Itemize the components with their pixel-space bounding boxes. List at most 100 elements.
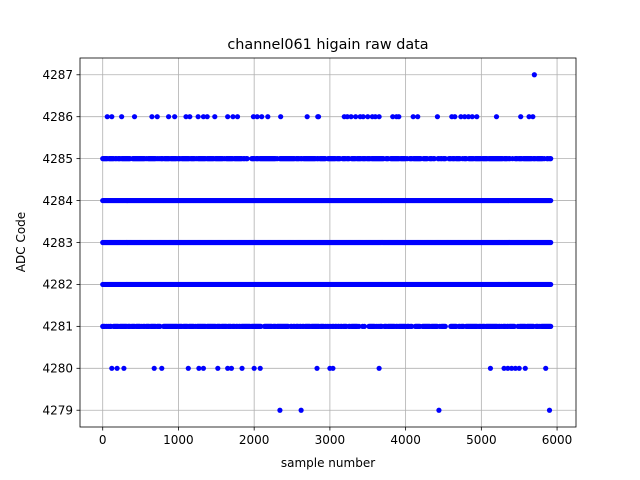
data-point	[109, 114, 115, 120]
data-point	[548, 281, 554, 288]
data-point	[114, 365, 120, 371]
data-point	[258, 323, 264, 329]
y-axis-label: ADC Code	[14, 212, 28, 272]
data-point	[104, 114, 110, 120]
data-point	[348, 114, 354, 120]
y-tick-label: 4284	[42, 194, 73, 208]
data-point	[543, 365, 549, 371]
y-tick-label: 4283	[42, 236, 73, 250]
data-point	[526, 114, 532, 120]
data-point	[225, 365, 231, 371]
x-tick-label: 2000	[239, 433, 270, 447]
data-point	[204, 114, 210, 120]
data-point	[212, 114, 218, 120]
x-tick-label: 3000	[315, 433, 346, 447]
data-point	[200, 365, 207, 371]
y-tick-label: 4286	[42, 110, 73, 124]
y-tick-label: 4280	[42, 362, 73, 376]
data-point	[442, 323, 448, 329]
x-tick-label: 0	[99, 433, 107, 447]
data-point	[531, 72, 537, 78]
data-point	[442, 156, 448, 162]
data-point	[356, 323, 362, 329]
data-point	[172, 114, 178, 120]
data-point	[518, 114, 524, 120]
data-point	[530, 114, 536, 120]
data-point	[390, 114, 396, 120]
data-point	[512, 365, 519, 371]
x-tick-label: 6000	[542, 433, 573, 447]
data-point	[344, 114, 350, 120]
data-point	[493, 114, 500, 120]
data-point	[250, 114, 257, 120]
data-point	[304, 114, 310, 120]
data-point	[372, 114, 378, 120]
data-point	[239, 365, 245, 371]
data-point	[121, 365, 127, 371]
data-point	[195, 114, 201, 120]
data-point	[546, 407, 553, 413]
data-point	[257, 365, 263, 371]
data-point	[548, 197, 554, 204]
data-point	[131, 114, 138, 120]
data-point	[376, 365, 382, 371]
data-point	[244, 156, 250, 162]
y-tick-label: 4281	[42, 320, 73, 334]
data-point	[259, 114, 265, 120]
data-point	[196, 365, 202, 371]
data-point	[431, 156, 437, 162]
data-point	[265, 114, 271, 120]
y-tick-label: 4287	[42, 68, 73, 82]
data-point	[165, 114, 172, 120]
data-point	[487, 365, 494, 371]
data-point	[254, 114, 260, 120]
data-point	[434, 114, 441, 120]
data-point	[159, 365, 165, 371]
y-tick-label: 4282	[42, 278, 73, 292]
data-point	[452, 114, 458, 120]
data-point	[149, 114, 155, 120]
data-point	[548, 156, 554, 162]
data-point	[109, 365, 115, 371]
data-point	[157, 323, 163, 329]
x-tick-label: 5000	[466, 433, 497, 447]
data-point	[410, 114, 416, 120]
data-point	[436, 407, 442, 413]
data-point	[522, 365, 528, 371]
data-point	[360, 114, 366, 120]
data-point	[234, 114, 241, 120]
data-point	[315, 114, 322, 120]
data-point	[187, 114, 193, 120]
data-points	[100, 72, 554, 413]
data-point	[474, 114, 480, 120]
data-point	[462, 114, 468, 120]
data-point	[361, 323, 368, 329]
data-point	[277, 407, 283, 413]
data-point	[330, 365, 336, 371]
data-point	[511, 323, 517, 329]
data-point	[251, 365, 257, 371]
data-point	[501, 365, 507, 371]
y-tick-label: 4285	[42, 152, 73, 166]
data-point	[314, 365, 320, 371]
data-point	[200, 114, 207, 120]
data-point	[215, 365, 221, 371]
data-point	[230, 114, 236, 120]
data-point	[396, 114, 402, 120]
data-point	[298, 407, 304, 413]
x-tick-label: 1000	[163, 433, 194, 447]
axis-ticks: 0 1000 2000 3000 4000 5000 6000 4279 4280 4281 428…	[42, 68, 572, 447]
data-point	[151, 365, 157, 371]
data-point	[516, 365, 522, 371]
data-point	[505, 365, 511, 371]
x-axis-label: sample number	[281, 456, 375, 470]
data-point	[469, 114, 475, 120]
data-point	[183, 114, 189, 120]
y-tick-label: 4279	[42, 404, 73, 418]
chart-title: channel061 higain raw data	[227, 37, 428, 53]
x-tick-label: 4000	[390, 433, 421, 447]
data-point	[548, 239, 554, 246]
data-point	[154, 114, 160, 120]
data-point	[409, 323, 415, 329]
